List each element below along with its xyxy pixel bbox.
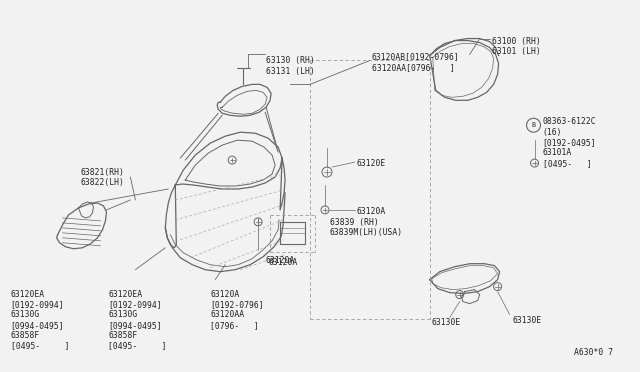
Text: 63120A
[0192-0796]
63120AA
[0796-   ]: 63120A [0192-0796] 63120AA [0796- ] (210, 290, 264, 330)
Text: 63839 (RH)
63839M(LH)(USA): 63839 (RH) 63839M(LH)(USA) (330, 218, 403, 237)
Text: 63120AB[0192-0796]
63120AA[0796-   ]: 63120AB[0192-0796] 63120AA[0796- ] (372, 52, 460, 72)
Text: 63120EA
[0192-0994]
63130G
[0994-0495]
63858F
[0495-     ]: 63120EA [0192-0994] 63130G [0994-0495] 6… (11, 290, 69, 351)
Text: A630*0 7: A630*0 7 (575, 348, 614, 357)
Text: 63130 (RH)
63131 (LH): 63130 (RH) 63131 (LH) (266, 57, 315, 76)
Text: 63821(RH)
63822(LH): 63821(RH) 63822(LH) (81, 168, 124, 187)
Text: 63130E: 63130E (432, 318, 461, 327)
Text: 63120A: 63120A (265, 256, 294, 265)
Text: 63100 (RH)
63101 (LH): 63100 (RH) 63101 (LH) (492, 36, 540, 56)
Text: 63120E: 63120E (357, 159, 386, 168)
Text: 63120A: 63120A (268, 258, 298, 267)
Text: 08363-6122C
(16)
[0192-0495]
63101A
[0495-   ]: 08363-6122C (16) [0192-0495] 63101A [049… (543, 117, 596, 168)
Text: 63120EA
[0192-0994]
63130G
[0994-0495]
63858F
[0495-     ]: 63120EA [0192-0994] 63130G [0994-0495] 6… (108, 290, 167, 351)
Text: 63130E: 63130E (513, 315, 542, 324)
Text: B: B (531, 122, 536, 128)
Text: 63120A: 63120A (357, 207, 386, 216)
